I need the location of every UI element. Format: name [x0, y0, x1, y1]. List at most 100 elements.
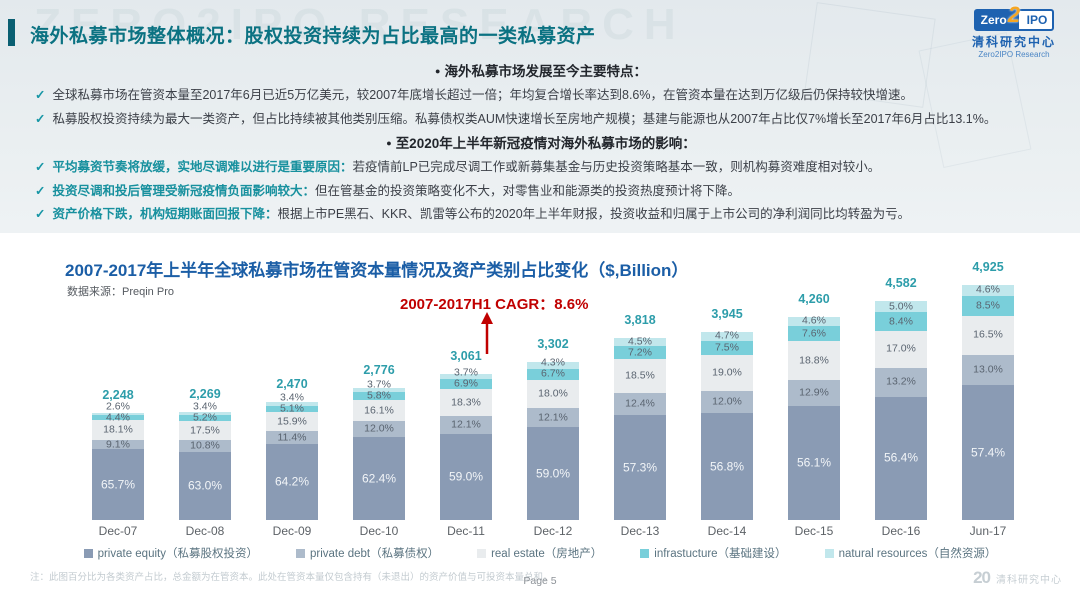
- bar-segment-label: 5.0%: [889, 300, 913, 313]
- bar-segment-2: [92, 439, 144, 450]
- bar-segment-1: [440, 433, 492, 520]
- up-arrow-icon: [478, 312, 496, 359]
- bar-segment-2: [701, 390, 753, 414]
- bar-segment-5: [266, 402, 318, 407]
- bar-chart: 2,248 65.7% 9.1% 18.1% 4.4% 2.6% 2,269 63.0% 10.…: [88, 250, 1018, 521]
- bar-category-label: Dec-13: [620, 524, 660, 538]
- bar-segment-label: 6.9%: [454, 377, 478, 390]
- bar-group: 3,302 59.0% 12.1% 18.0% 6.7% 4.3%: [523, 337, 583, 521]
- bar-segment-2: [179, 439, 231, 452]
- bullet-body-text: 私募股权投资持续为最大一类资产，但占比持续被其他类别压缩。私募债权类AUM快速增…: [52, 111, 997, 126]
- bar-total-label: 3,061: [450, 348, 482, 363]
- bar-segment-label: 16.5%: [973, 328, 1003, 341]
- bar-segment-label: 63.0%: [187, 478, 223, 493]
- bar-segment-label: 13.0%: [973, 363, 1003, 376]
- bar-stack: 56.1% 12.9% 18.8% 7.6% 4.6%: [788, 314, 840, 520]
- x-axis-labels: Dec-07 Dec-08 Dec-09 Dec-10 Dec-11 Dec-12 Dec-…: [88, 524, 1018, 538]
- bar-stack: 65.7% 9.1% 18.1% 4.4% 2.6%: [92, 401, 144, 520]
- bar-group: 3,818 57.3% 12.4% 18.5% 7.2% 4.5%: [610, 313, 670, 520]
- bar-segment-3: [701, 354, 753, 391]
- bar-segment-1: [92, 449, 144, 520]
- bar-segment-1: [266, 444, 318, 520]
- bar-stack: 57.4% 13.0% 16.5% 8.5% 4.6%: [962, 284, 1014, 520]
- legend-label: natural resources（自然资源）: [838, 548, 997, 560]
- check-icon: ✓: [35, 207, 46, 221]
- bar-segment-3: [179, 421, 231, 440]
- bar-category-label: Dec-07: [98, 524, 138, 538]
- bar-segment-label: 12.0%: [712, 395, 742, 408]
- bar-group: 3,061 59.0% 12.1% 18.3% 6.9% 3.7%: [436, 349, 496, 520]
- bar-segment-5: [92, 412, 144, 416]
- chart-legend: private equity（私募股权投资） private debt（私募债权）…: [0, 545, 1080, 561]
- bullet-lead-text: 资产价格下跌，机构短期账面回报下降：: [52, 207, 278, 221]
- bullet-body-text: 若疫情前LP已完成尽调工作或新募集基金与历史投资策略基本一致，则机构募资难度相对…: [352, 160, 881, 174]
- bar-segment-label: 7.6%: [802, 327, 826, 340]
- bar-segment-3: [353, 400, 405, 422]
- bar-segment-3: [440, 389, 492, 417]
- bullet-body-text: 但在管基金的投资策略变化不大，对零售业和能源类的投资热度预计将下降。: [315, 183, 741, 198]
- legend-swatch-icon: [824, 548, 834, 558]
- bar-segment-2: [788, 379, 840, 406]
- bar-segment-label: 18.5%: [625, 369, 655, 382]
- bar-segment-4: [353, 392, 405, 401]
- bar-segment-label: 12.4%: [625, 397, 655, 410]
- bar-segment-label: 5.1%: [280, 402, 304, 415]
- bar-segment-5: [440, 373, 492, 380]
- legend-swatch-icon: [477, 548, 487, 558]
- bar-category-label: Dec-16: [881, 524, 921, 538]
- bullet-dot-icon: ●: [386, 138, 392, 148]
- bar-segment-label: 65.7%: [100, 477, 136, 492]
- logo-zero-box: Zero: [973, 9, 1017, 31]
- bar-category-label: Jun-17: [969, 524, 1007, 538]
- bar-stack: 64.2% 11.4% 15.9% 5.1% 3.4%: [266, 392, 318, 520]
- bar-segment-1: [875, 396, 927, 520]
- legend-label: infrastucture（基础建设）: [654, 548, 787, 560]
- bar-segment-label: 62.4%: [361, 471, 397, 486]
- bullets: ● 海外私募市场发展至今主要特点： ✓ 全球私募市场在管资本量至2017年6月已近5万…: [35, 63, 1047, 231]
- bar-total-label: 4,260: [798, 291, 830, 306]
- legend-item: natural resources（自然资源）: [824, 545, 997, 561]
- bar-segment-2: [614, 392, 666, 416]
- bar-segment-label: 4.4%: [106, 411, 130, 424]
- logo-two-digit: 2: [1007, 2, 1021, 27]
- bar-segment-label: 18.8%: [799, 354, 829, 367]
- bar-stack: 56.4% 13.2% 17.0% 8.4% 5.0%: [875, 301, 927, 520]
- bar-segment-3: [875, 330, 927, 368]
- bar-segment-4: [440, 379, 492, 390]
- bar-group: 3,945 56.8% 12.0% 19.0% 7.5% 4.7%: [697, 307, 757, 521]
- bullet-heading-text: 海外私募市场发展至今主要特点：: [444, 64, 647, 79]
- bar-segment-4: [614, 346, 666, 360]
- bullet-heading: ● 至2020年上半年新冠疫情对海外私募市场的影响：: [35, 135, 1047, 152]
- bar-segment-label: 12.9%: [799, 386, 829, 399]
- bar-segment-label: 4.7%: [715, 329, 739, 342]
- bar-segment-label: 11.4%: [277, 431, 307, 444]
- legend-swatch-icon: [83, 548, 93, 558]
- bar-total-label: 2,248: [102, 387, 134, 402]
- zero2ipo-logo: Zero IPO 2 清科研究中心 Zero2IPO Research: [964, 2, 1064, 59]
- bar-segment-4: [701, 340, 753, 355]
- bar-total-label: 4,582: [885, 276, 917, 291]
- bar-segment-3: [266, 412, 318, 431]
- bar-segment-label: 8.4%: [889, 315, 913, 327]
- bar-segment-label: 17.0%: [886, 342, 916, 355]
- check-icon: ✓: [35, 111, 46, 126]
- bar-category-label: Dec-14: [707, 524, 747, 538]
- bar-category-label: Dec-09: [272, 524, 312, 538]
- bar-segment-4: [788, 326, 840, 342]
- legend-label: private equity（私募股权投资）: [97, 548, 258, 560]
- bar-segment-2: [353, 421, 405, 438]
- bar-group: 4,582 56.4% 13.2% 17.0% 8.4% 5.0%: [871, 276, 931, 520]
- bar-segment-label: 4.6%: [802, 314, 826, 327]
- bar-segment-label: 5.2%: [193, 411, 217, 424]
- bar-segment-label: 8.5%: [976, 299, 1000, 312]
- bar-total-label: 4,925: [972, 260, 1004, 274]
- footer-note: 注：此图百分比为各类资产占比，总金额为在管资本。此处在管资本量仅包含持有（未退出…: [30, 572, 553, 583]
- bar-segment-label: 18.0%: [538, 387, 568, 400]
- legend-swatch-icon: [640, 548, 650, 558]
- bar-segment-label: 13.2%: [886, 375, 916, 388]
- bar-segment-label: 17.5%: [190, 424, 220, 437]
- bar-segment-3: [788, 341, 840, 380]
- bar-segment-1: [788, 405, 840, 520]
- bar-segment-label: 16.1%: [364, 404, 394, 417]
